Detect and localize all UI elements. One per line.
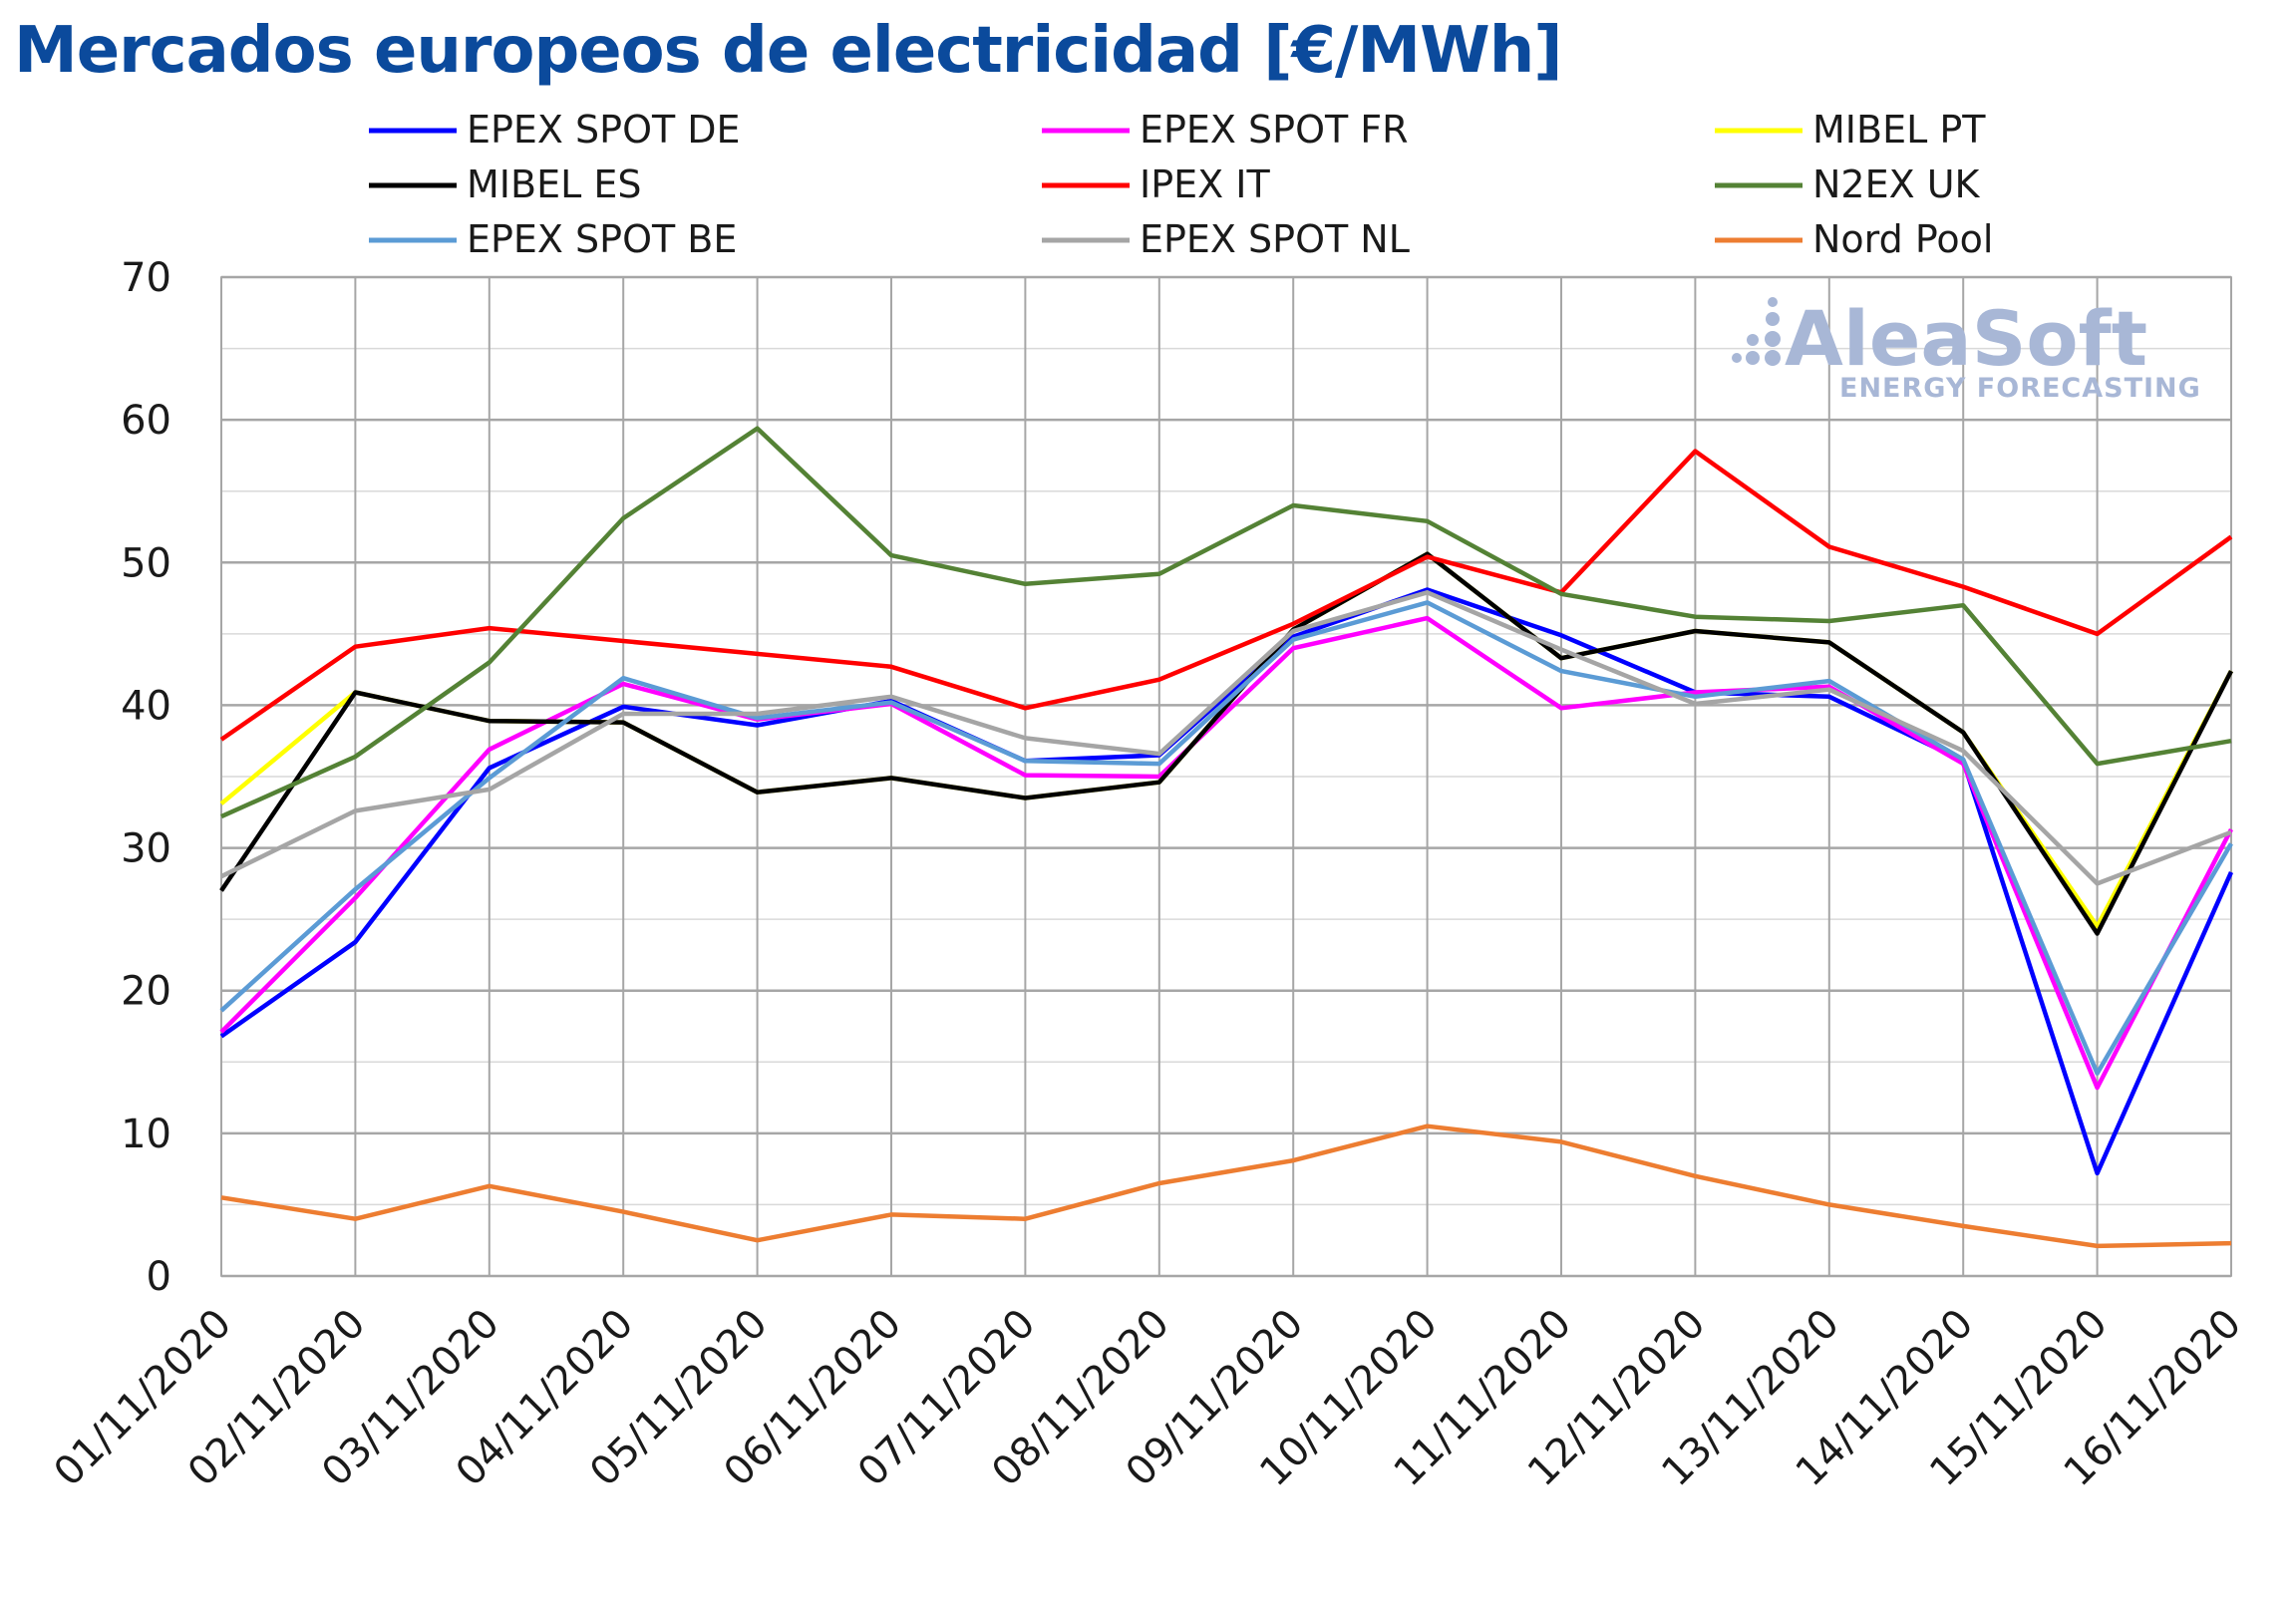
y-tick-label: 0 <box>147 1254 171 1300</box>
legend-label: N2EX UK <box>1812 162 1981 206</box>
y-tick-label: 10 <box>121 1112 171 1157</box>
series-line <box>219 449 2233 742</box>
series-line <box>220 1123 2232 1249</box>
legend-label: Nord Pool <box>1812 217 1993 261</box>
legend-label: IPEX IT <box>1140 162 1270 206</box>
legend: EPEX SPOT DE EPEX SPOT FR MIBEL PT MIBEL ES… <box>369 108 1993 261</box>
legend-label: EPEX SPOT FR <box>1140 108 1409 152</box>
legend-label: EPEX SPOT DE <box>467 108 741 152</box>
series-line <box>220 426 2232 819</box>
series-lines <box>219 426 2234 1249</box>
series-line <box>219 551 2234 936</box>
x-axis-ticks: 01/11/202002/11/202003/11/202004/11/2020… <box>46 1301 2251 1496</box>
legend-label: MIBEL ES <box>467 162 641 206</box>
y-tick-label: 40 <box>121 683 171 729</box>
legend-label: EPEX SPOT BE <box>467 217 737 261</box>
y-tick-label: 30 <box>121 826 171 872</box>
series-line <box>220 590 2232 886</box>
logo-dots-icon <box>1732 297 1781 366</box>
series-line <box>219 615 2233 1091</box>
legend-label: MIBEL PT <box>1812 108 1986 152</box>
y-tick-label: 60 <box>121 398 171 444</box>
y-tick-label: 70 <box>121 255 171 301</box>
y-tick-label: 50 <box>121 540 171 586</box>
y-axis-ticks: 0 10 20 30 40 50 60 70 <box>121 255 171 1300</box>
series-line <box>219 600 2233 1076</box>
series-line <box>219 587 2234 1176</box>
logo-tagline: ENERGY FORECASTING <box>1839 373 2201 404</box>
logo-name: AleaSoft <box>1785 294 2147 383</box>
y-tick-label: 20 <box>121 969 171 1015</box>
grid-lines <box>220 275 2232 1278</box>
legend-label: EPEX SPOT NL <box>1140 217 1410 261</box>
chart-title: Mercados europeos de electricidad [€/MWh… <box>14 14 1562 88</box>
aleasoft-logo: AleaSoft ENERGY FORECASTING <box>1732 294 2201 404</box>
